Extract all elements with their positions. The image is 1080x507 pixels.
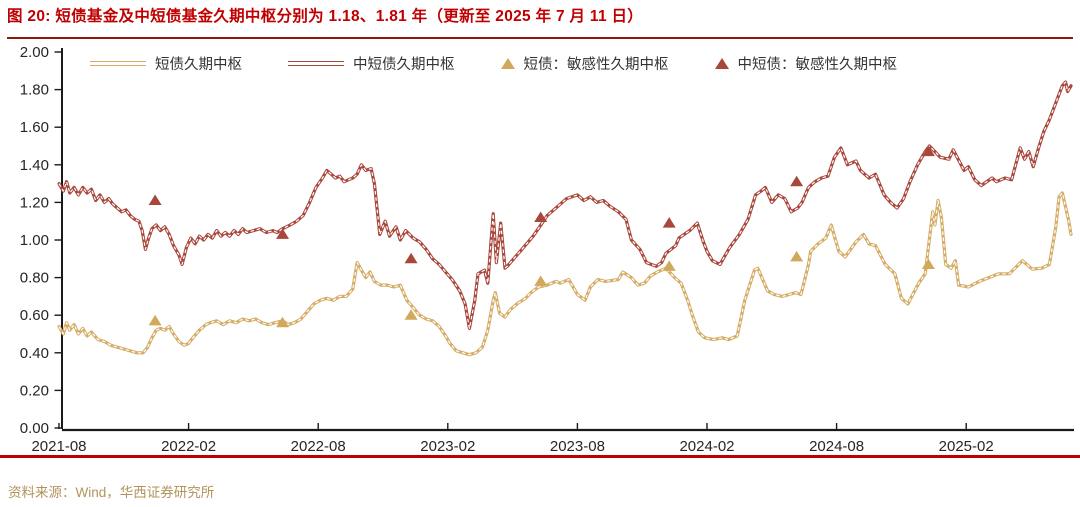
source-note: 资料来源：Wind，华西证券研究所: [8, 485, 215, 500]
y-axis-label: 0.00: [20, 420, 49, 437]
legend-triangle-icon: [500, 58, 515, 69]
x-axis-label: 2021-08: [31, 438, 86, 455]
chart-legend: 短债久期中枢 中短债久期中枢 短债：敏感性久期中枢 中短债：敏感性久期中枢: [90, 53, 897, 74]
sensitivity-marker-0: [276, 316, 290, 328]
legend-line-swatch: [288, 61, 344, 66]
sensitivity-marker-0: [148, 314, 162, 326]
x-axis-label: 2024-02: [679, 438, 734, 455]
x-axis-label: 2022-02: [161, 438, 216, 455]
series-line-dash-0: [58, 192, 1072, 356]
legend-label: 短债：敏感性久期中枢: [523, 57, 669, 73]
sensitivity-marker-1: [404, 252, 418, 264]
sensitivity-marker-0: [921, 258, 935, 269]
sensitivity-marker-0: [662, 260, 676, 271]
x-axis-label: 2024-08: [809, 438, 864, 455]
y-axis-label: 1.40: [20, 157, 49, 174]
footer-divider: [0, 455, 1080, 458]
sensitivity-marker-1: [790, 175, 804, 187]
x-axis-label: 2025-02: [939, 438, 994, 455]
legend-item-1: 中短债久期中枢: [288, 53, 455, 74]
figure-title: 图 20: 短债基金及中短债基金久期中枢分别为 1.18、1.81 年（更新至 …: [7, 8, 644, 25]
series-line-dash-1: [58, 81, 1072, 329]
series-line-1: [57, 80, 1073, 330]
legend-label: 短债久期中枢: [155, 57, 242, 73]
y-axis-label: 1.20: [20, 194, 49, 211]
legend-item-3: 中短债：敏感性久期中枢: [714, 53, 898, 74]
y-axis-label: 1.60: [20, 119, 49, 136]
legend-line-swatch: [90, 61, 146, 66]
legend-label: 中短债：敏感性久期中枢: [737, 57, 898, 73]
legend-item-0: 短债久期中枢: [90, 53, 242, 74]
y-axis-label: 0.40: [20, 345, 49, 362]
series-line-0: [57, 191, 1073, 357]
title-divider: [7, 37, 1073, 39]
sensitivity-marker-0: [790, 250, 804, 262]
legend-triangle-icon: [714, 58, 729, 69]
sensitivity-marker-0: [534, 275, 548, 286]
y-axis-label: 1.80: [20, 82, 49, 99]
sensitivity-marker-1: [921, 145, 935, 157]
x-axis-label: 2022-08: [291, 438, 346, 455]
legend-label: 中短债久期中枢: [353, 57, 455, 73]
y-axis-label: 0.80: [20, 270, 49, 287]
sensitivity-marker-0: [404, 309, 418, 320]
y-axis-label: 0.20: [20, 382, 49, 399]
sensitivity-marker-1: [148, 194, 162, 206]
sensitivity-marker-1: [276, 228, 290, 239]
sensitivity-marker-1: [662, 217, 676, 228]
y-axis-label: 0.60: [20, 307, 49, 324]
y-axis-label: 1.00: [20, 232, 49, 249]
x-axis-label: 2023-08: [550, 438, 605, 455]
legend-item-2: 短债：敏感性久期中枢: [500, 53, 669, 74]
x-axis-label: 2023-02: [420, 438, 475, 455]
y-axis-label: 2.00: [20, 44, 49, 61]
sensitivity-marker-1: [534, 211, 548, 222]
